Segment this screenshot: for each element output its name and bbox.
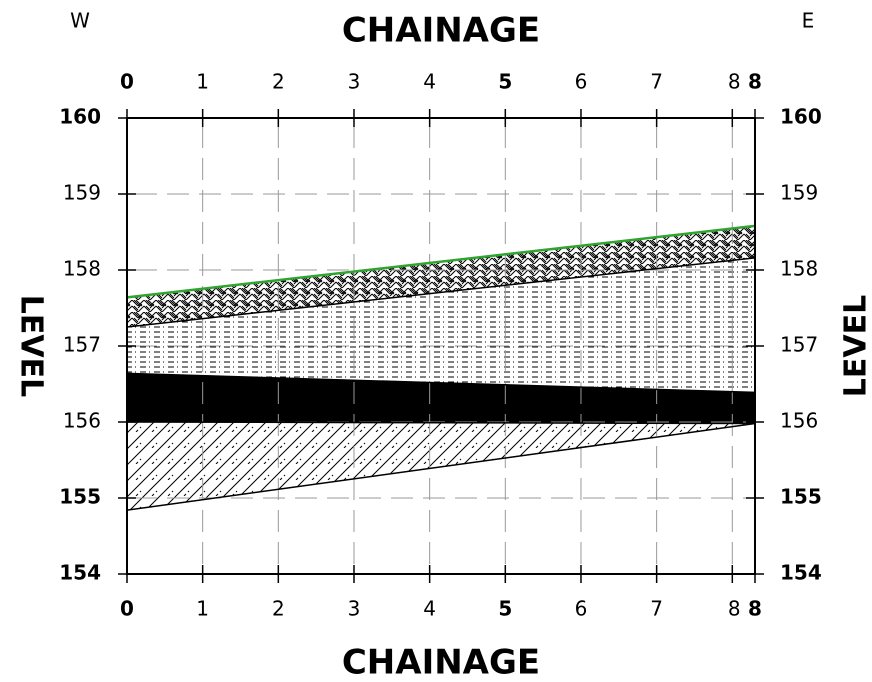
- ground-surface: [126, 224, 756, 299]
- x-tick-label: 4: [423, 597, 436, 621]
- layer-boundary: [126, 372, 756, 394]
- y-tick-label: 158: [63, 257, 101, 281]
- x-tick-label: 3: [348, 70, 361, 94]
- x-tick-label: 8: [748, 597, 762, 621]
- y-tick-label: 156: [63, 409, 101, 433]
- y-tick-label: 157: [780, 333, 818, 357]
- y-tick-label: 155: [59, 485, 101, 509]
- y-tick-label: 159: [780, 181, 818, 205]
- x-tick-label: 8: [728, 70, 741, 94]
- x-tick-label: 6: [575, 597, 588, 621]
- layer: [127, 373, 755, 424]
- x-axis-title-bottom: CHAINAGE: [342, 643, 540, 682]
- x-tick-label: 7: [650, 597, 663, 621]
- y-tick-label: 159: [63, 181, 101, 205]
- x-tick-label: 8: [748, 70, 762, 94]
- west-label: W: [70, 9, 90, 33]
- x-tick-label: 1: [196, 597, 209, 621]
- x-axis-title-top: CHAINAGE: [342, 11, 540, 51]
- y-tick-label: 156: [780, 409, 818, 433]
- x-tick-label: 2: [272, 70, 285, 94]
- x-tick-label: 2: [272, 597, 285, 621]
- east-label: E: [802, 9, 815, 33]
- layer-boundary: [126, 421, 756, 425]
- x-tick-label: 0: [120, 597, 134, 621]
- x-tick-label: 6: [575, 70, 588, 94]
- y-tick-label: 160: [59, 105, 101, 129]
- x-tick-label: 8: [728, 597, 741, 621]
- layer: [127, 257, 755, 393]
- x-tick-label: 0: [120, 70, 134, 94]
- y-tick-label: 154: [780, 561, 822, 585]
- x-tick-label: 7: [650, 70, 663, 94]
- layer-boundary: [126, 422, 756, 511]
- y-tick-label: 158: [780, 257, 818, 281]
- x-tick-label: 5: [498, 597, 512, 621]
- y-tick-label: 155: [780, 485, 822, 509]
- layer: [127, 225, 755, 327]
- x-tick-label: 5: [498, 70, 512, 94]
- x-tick-label: 3: [348, 597, 361, 621]
- y-tick-label: 154: [59, 561, 101, 585]
- x-tick-label: 1: [196, 70, 209, 94]
- y-tick-label: 160: [780, 105, 822, 129]
- y-axis-title-right: LEVEL: [839, 295, 872, 397]
- y-axis-title-left: LEVEL: [14, 295, 49, 397]
- x-tick-label: 4: [423, 70, 436, 94]
- y-tick-label: 157: [63, 333, 101, 357]
- layer-boundary: [126, 257, 756, 328]
